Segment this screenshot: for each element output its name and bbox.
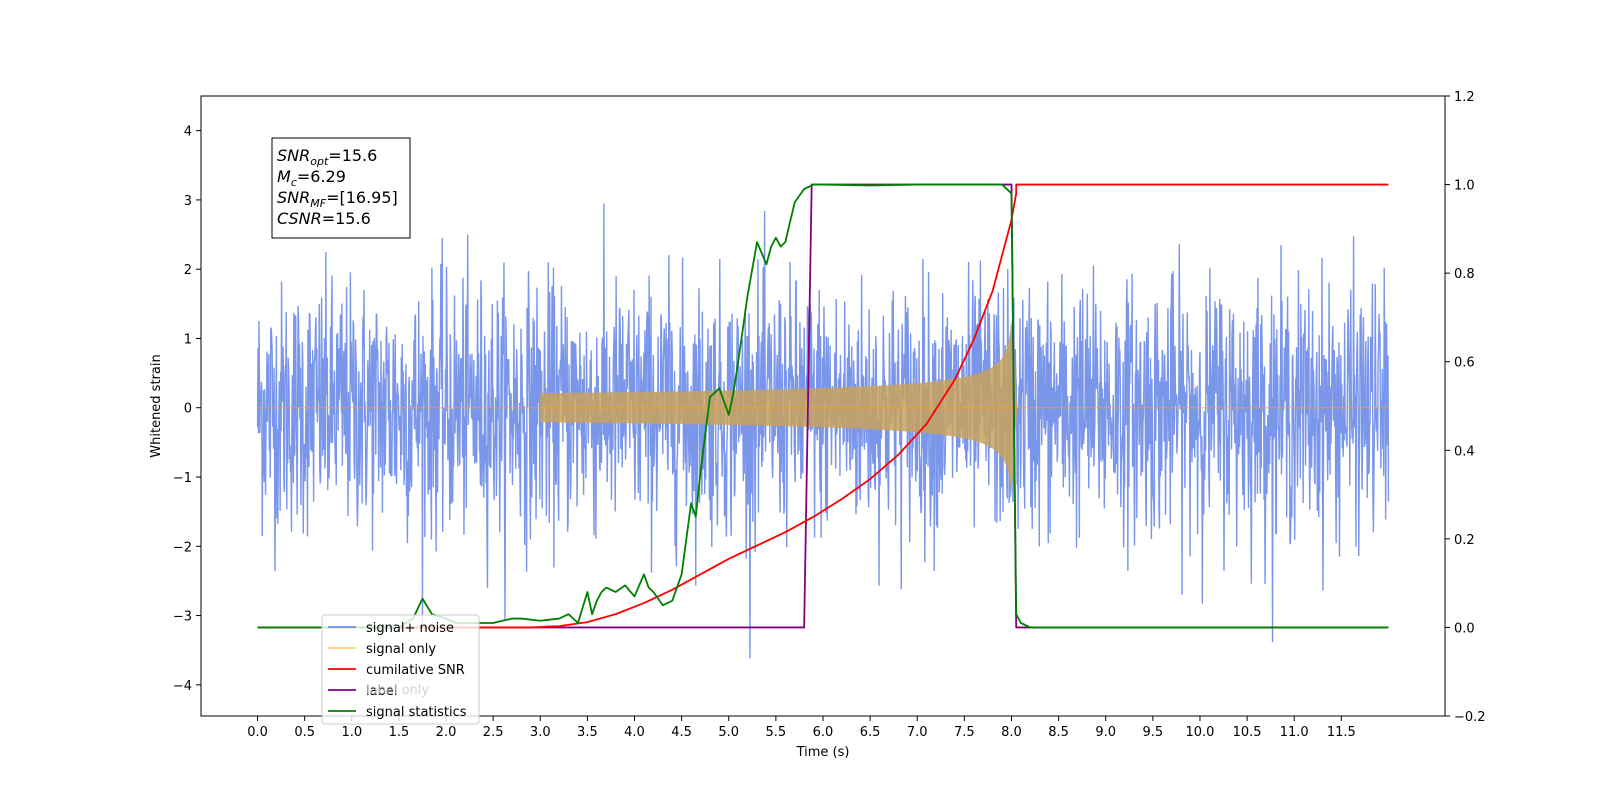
legend-frame bbox=[321, 614, 480, 725]
series-layer bbox=[256, 183, 1390, 659]
x-tick-label: 8.0 bbox=[1001, 725, 1022, 740]
x-tick-label: 6.0 bbox=[813, 725, 834, 740]
x-tick-label: 7.5 bbox=[954, 725, 975, 740]
x-tick-label: 3.5 bbox=[577, 725, 598, 740]
legend-label: signal only bbox=[366, 642, 436, 657]
y-tick-label: 2 bbox=[184, 263, 192, 278]
info-line: SNRMF=[16.95] bbox=[277, 188, 398, 210]
y2-tick-label: 0.4 bbox=[1454, 444, 1475, 459]
x-tick-label: 9.5 bbox=[1143, 725, 1164, 740]
x-tick-label: 11.5 bbox=[1327, 725, 1356, 740]
x-axis-ticks: 0.0 0.5 1.0 1.5 2.0 2.5 3.0 3.5 4.0 4.5 5.0 5.5 6.0 6… bbox=[247, 716, 1356, 740]
x-tick-label: 6.5 bbox=[860, 725, 881, 740]
legend-label: signal+ noise bbox=[366, 621, 454, 636]
x-tick-label: 0.0 bbox=[247, 725, 268, 740]
x-tick-label: 1.5 bbox=[389, 725, 410, 740]
x-tick-label: 2.5 bbox=[483, 725, 504, 740]
x-tick-label: 0.5 bbox=[294, 725, 315, 740]
y2-tick-label: 0.0 bbox=[1454, 621, 1475, 636]
y-axis-ticks: 4 3 2 1 0 −1 −2 −3 −4 bbox=[173, 125, 201, 694]
plot-area bbox=[200, 95, 1446, 717]
y-axis-label: Whitened strain bbox=[149, 354, 164, 457]
y-tick-label: −4 bbox=[173, 679, 192, 694]
y-tick-label: 3 bbox=[184, 194, 192, 209]
y2-tick-label: −0.2 bbox=[1454, 710, 1486, 725]
y2-tick-label: 1.2 bbox=[1454, 90, 1475, 105]
x-tick-label: 1.0 bbox=[341, 725, 362, 740]
series-cumulative-snr-line bbox=[257, 183, 1389, 629]
y-tick-label: 4 bbox=[184, 125, 192, 140]
y2-axis-ticks: 1.2 1.0 0.8 0.6 0.4 0.2 0.0 −0.2 bbox=[1445, 90, 1486, 725]
legend-label-ghost: label only bbox=[366, 683, 429, 698]
y-tick-label: 0 bbox=[184, 402, 192, 417]
y2-tick-label: 1.0 bbox=[1454, 179, 1475, 194]
y-tick-label: −2 bbox=[173, 540, 192, 555]
x-tick-label: 2.0 bbox=[436, 725, 457, 740]
x-tick-label: 9.0 bbox=[1095, 725, 1116, 740]
y2-tick-label: 0.6 bbox=[1454, 356, 1475, 371]
info-box-frame bbox=[271, 137, 411, 239]
x-tick-label: 7.0 bbox=[907, 725, 928, 740]
x-tick-label: 5.0 bbox=[718, 725, 739, 740]
legend: signal+ noise signal only cumilative SNR la… bbox=[321, 614, 480, 725]
y-tick-label: −1 bbox=[173, 471, 192, 486]
x-axis-label: Time (s) bbox=[796, 745, 850, 760]
x-tick-label: 4.5 bbox=[671, 725, 692, 740]
y2-tick-label: 0.2 bbox=[1454, 533, 1475, 548]
info-line: Mc=6.29 bbox=[277, 167, 346, 189]
y2-tick-label: 0.8 bbox=[1454, 267, 1475, 282]
series-signal-statistics-line bbox=[257, 183, 1389, 629]
x-tick-label: 8.5 bbox=[1048, 725, 1069, 740]
x-tick-label: 4.0 bbox=[624, 725, 645, 740]
info-line: CSNR=15.6 bbox=[277, 209, 371, 228]
x-tick-label: 10.5 bbox=[1233, 725, 1262, 740]
legend-label: label bbox=[366, 684, 397, 699]
legend-label: cumilative SNR bbox=[366, 663, 465, 678]
info-line: SNRopt=15.6 bbox=[277, 146, 377, 168]
legend-label: signal statistics bbox=[366, 705, 467, 720]
series-signal-noise-line bbox=[256, 203, 1390, 659]
x-tick-label: 11.0 bbox=[1280, 725, 1309, 740]
x-tick-label: 10.0 bbox=[1185, 725, 1214, 740]
x-tick-label: 3.0 bbox=[530, 725, 551, 740]
y-tick-label: −3 bbox=[173, 610, 192, 625]
x-tick-label: 5.5 bbox=[766, 725, 787, 740]
y-tick-label: 1 bbox=[184, 332, 192, 347]
